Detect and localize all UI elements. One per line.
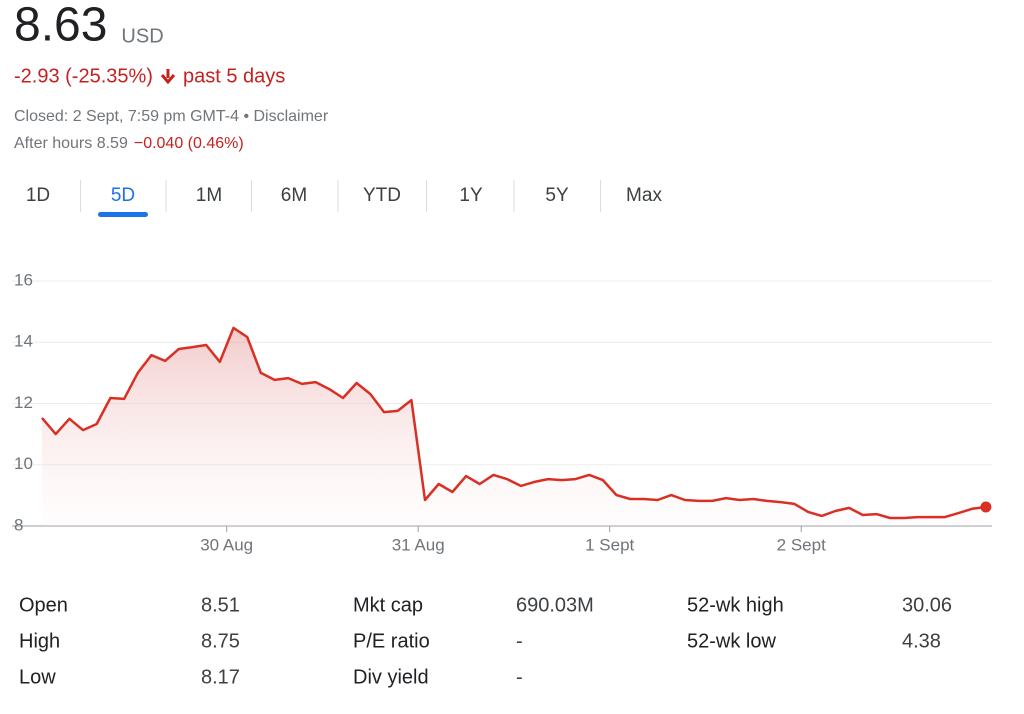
range-tabs: 1D 5D 1M 6M YTD 1Y 5Y Max [26, 180, 662, 217]
stat-value: 690.03M [516, 594, 594, 616]
stat-label: Mkt cap [353, 594, 423, 616]
range-tab[interactable]: 1Y [459, 185, 483, 206]
down-arrow-icon [160, 69, 176, 85]
stats-table: Open 8.51 High 8.75 Low 8.17 Mkt cap 690.03M P/E… [19, 594, 952, 688]
currency: USD [121, 25, 163, 47]
y-tick-label: 14 [14, 332, 33, 351]
change-period: past 5 days [183, 65, 285, 87]
price: 8.63 [14, 0, 107, 52]
stat-value: 8.51 [201, 594, 240, 616]
after-hours: After hours 8.59 [14, 135, 128, 152]
stat-value: 30.06 [902, 594, 952, 616]
range-tab[interactable]: 6M [281, 185, 307, 206]
x-tick-label: 30 Aug [200, 535, 253, 554]
range-tab[interactable]: 5Y [545, 185, 569, 206]
range-tab[interactable]: 1D [26, 185, 50, 206]
price-line [41, 326, 987, 520]
stat-label: High [19, 630, 60, 652]
stat-label: P/E ratio [353, 630, 430, 652]
stat-value: - [516, 666, 523, 688]
y-tick-label: 8 [14, 515, 23, 534]
tab-underline [98, 212, 148, 217]
stat-value: 8.75 [201, 630, 240, 652]
stat-value: 8.17 [201, 666, 240, 688]
y-tick-label: 16 [14, 270, 33, 289]
y-tick-label: 10 [14, 454, 33, 473]
stat-value: 4.38 [902, 630, 941, 652]
price-area [42, 327, 986, 526]
stat-label: Low [19, 666, 56, 688]
after-hours-change: −0.040 (0.46%) [134, 135, 244, 152]
stat-label: 52-wk low [687, 630, 776, 652]
stat-value: - [516, 630, 523, 652]
stat-label: Div yield [353, 666, 429, 688]
range-tab[interactable]: YTD [363, 185, 401, 206]
closed-info: Closed: 2 Sept, 7:59 pm GMT-4 • Disclaim… [14, 108, 329, 125]
range-tab[interactable]: 5D [111, 185, 135, 206]
stat-label: Open [19, 594, 68, 616]
x-tick-label: 31 Aug [392, 535, 445, 554]
stat-label: 52-wk high [687, 594, 784, 616]
range-tab[interactable]: 1M [196, 185, 222, 206]
last-price-dot [980, 501, 992, 513]
price-change: -2.93 (-25.35%) [14, 65, 153, 87]
x-tick-label: 2 Sept [777, 535, 826, 554]
x-tick-label: 1 Sept [585, 535, 634, 554]
y-tick-label: 12 [14, 393, 33, 412]
range-tab[interactable]: Max [626, 185, 662, 206]
price-chart: 8 10 12 14 16 30 Aug 31 Aug 1 Sept 2 Sept [12, 270, 992, 554]
